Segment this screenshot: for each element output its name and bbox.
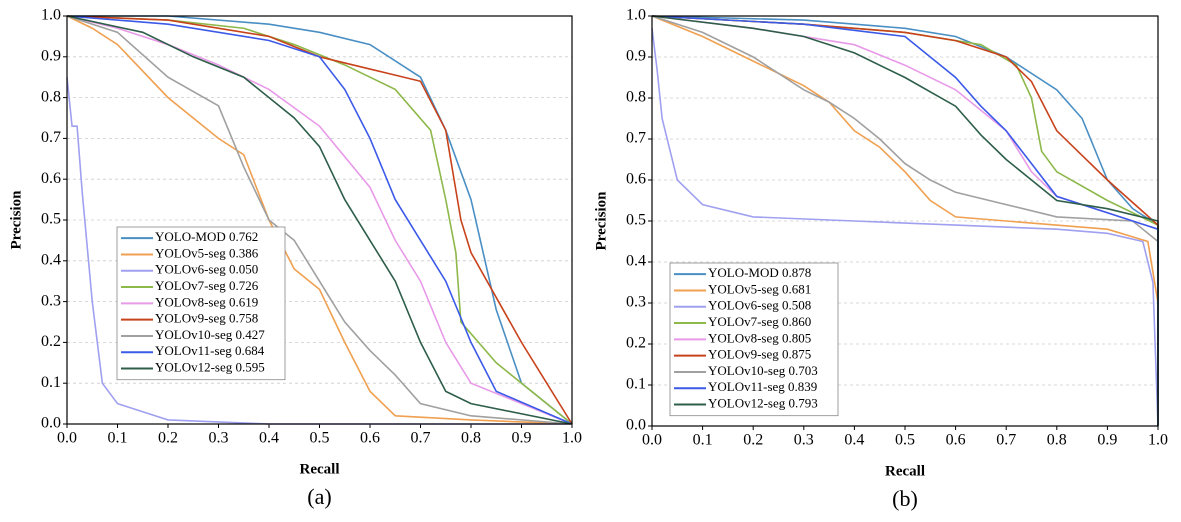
series-line <box>66 15 573 425</box>
series-line <box>66 15 573 425</box>
x-tick-label: 0.6 <box>946 432 966 449</box>
x-tick-label: 1.0 <box>1148 432 1168 449</box>
legend-label: YOLOv11-seg 0.839 <box>708 379 817 394</box>
legend-label: YOLOv10-seg 0.427 <box>155 327 265 342</box>
y-tick-label: 1.0 <box>41 7 61 24</box>
series-line <box>67 15 573 425</box>
series-line <box>66 77 572 425</box>
x-tick-label: 0.0 <box>642 432 662 449</box>
x-tick-label: 0.1 <box>693 432 713 449</box>
x-axis-label: Recall <box>885 463 925 479</box>
series-line <box>651 15 1159 426</box>
legend-label: YOLOv10-seg 0.703 <box>708 363 818 378</box>
x-tick-label: 0.7 <box>411 430 431 447</box>
x-tick-label: 0.4 <box>259 430 279 447</box>
series-line <box>66 15 573 425</box>
x-tick-label: 0.3 <box>794 432 814 449</box>
y-tick-label: 0.2 <box>626 335 646 352</box>
series-line <box>66 15 573 425</box>
y-tick-label: 0.1 <box>626 376 646 393</box>
y-tick-label: 0.0 <box>626 417 646 434</box>
legend-label: YOLO-MOD 0.878 <box>708 265 811 280</box>
y-tick-label: 0.2 <box>41 333 61 350</box>
x-tick-label: 0.3 <box>209 430 229 447</box>
x-tick-label: 0.8 <box>1047 432 1067 449</box>
legend-label: YOLOv12-seg 0.793 <box>708 396 818 411</box>
x-tick-label: 0.1 <box>108 430 128 447</box>
y-tick-label: 0.6 <box>626 171 646 188</box>
y-tick-label: 0.6 <box>41 170 61 187</box>
x-tick-label: 0.5 <box>310 430 330 447</box>
x-tick-label: 0.7 <box>996 432 1016 449</box>
legend-label: YOLOv7-seg 0.726 <box>155 278 259 293</box>
y-tick-label: 1.0 <box>626 7 646 24</box>
series-line <box>651 15 1159 426</box>
x-tick-label: 0.6 <box>360 430 380 447</box>
caption: (a) <box>307 484 331 509</box>
x-tick-label: 0.9 <box>512 430 532 447</box>
y-tick-label: 0.3 <box>41 292 61 309</box>
x-tick-label: 0.2 <box>743 432 763 449</box>
y-tick-label: 0.3 <box>626 294 646 311</box>
legend-label: YOLOv6-seg 0.050 <box>155 262 258 277</box>
y-tick-label: 0.7 <box>41 129 61 146</box>
y-tick-label: 0.8 <box>41 88 61 105</box>
y-tick-label: 0.1 <box>41 374 61 391</box>
series-line <box>651 28 1159 427</box>
y-tick-label: 0.8 <box>626 89 646 106</box>
y-axis-label: Precision <box>8 190 24 250</box>
y-tick-label: 0.7 <box>626 130 646 147</box>
y-tick-label: 0.4 <box>41 251 61 268</box>
x-tick-label: 0.0 <box>57 430 77 447</box>
plot-frame <box>651 15 1159 427</box>
y-tick-label: 0.5 <box>41 211 61 228</box>
series-line <box>66 15 573 425</box>
legend-label: YOLOv9-seg 0.758 <box>155 311 258 326</box>
y-tick-label: 0.9 <box>41 47 61 64</box>
x-axis-label: Recall <box>300 461 340 477</box>
y-tick-label: 0.4 <box>626 253 646 270</box>
y-tick-label: 0.5 <box>626 212 646 229</box>
series-line <box>651 15 1159 426</box>
legend-label: YOLO-MOD 0.762 <box>155 229 258 244</box>
y-tick-label: 0.0 <box>41 415 61 432</box>
legend-label: YOLOv5-seg 0.681 <box>708 281 811 296</box>
x-tick-label: 0.9 <box>1097 432 1117 449</box>
legend-label: YOLOv5-seg 0.386 <box>155 245 259 260</box>
series-line <box>651 15 1159 426</box>
x-tick-label: 0.4 <box>844 432 864 449</box>
caption: (b) <box>892 486 918 511</box>
legend-label: YOLOv12-seg 0.595 <box>155 360 265 375</box>
series-line <box>651 15 1159 426</box>
series-line <box>66 15 573 425</box>
x-tick-label: 0.8 <box>461 430 481 447</box>
y-tick-label: 0.9 <box>626 48 646 65</box>
plot-frame <box>66 15 573 425</box>
legend-label: YOLOv11-seg 0.684 <box>155 343 265 358</box>
legend-label: YOLOv8-seg 0.805 <box>708 330 811 345</box>
legend-label: YOLOv9-seg 0.875 <box>708 347 811 362</box>
x-tick-label: 0.5 <box>895 432 915 449</box>
y-axis-label: Precision <box>593 191 609 251</box>
x-tick-label: 1.0 <box>562 430 582 447</box>
series-line <box>651 15 1159 426</box>
legend-label: YOLOv6-seg 0.508 <box>708 298 811 313</box>
legend-label: YOLOv8-seg 0.619 <box>155 294 258 309</box>
legend-label: YOLOv7-seg 0.860 <box>708 314 811 329</box>
x-tick-label: 0.2 <box>158 430 178 447</box>
